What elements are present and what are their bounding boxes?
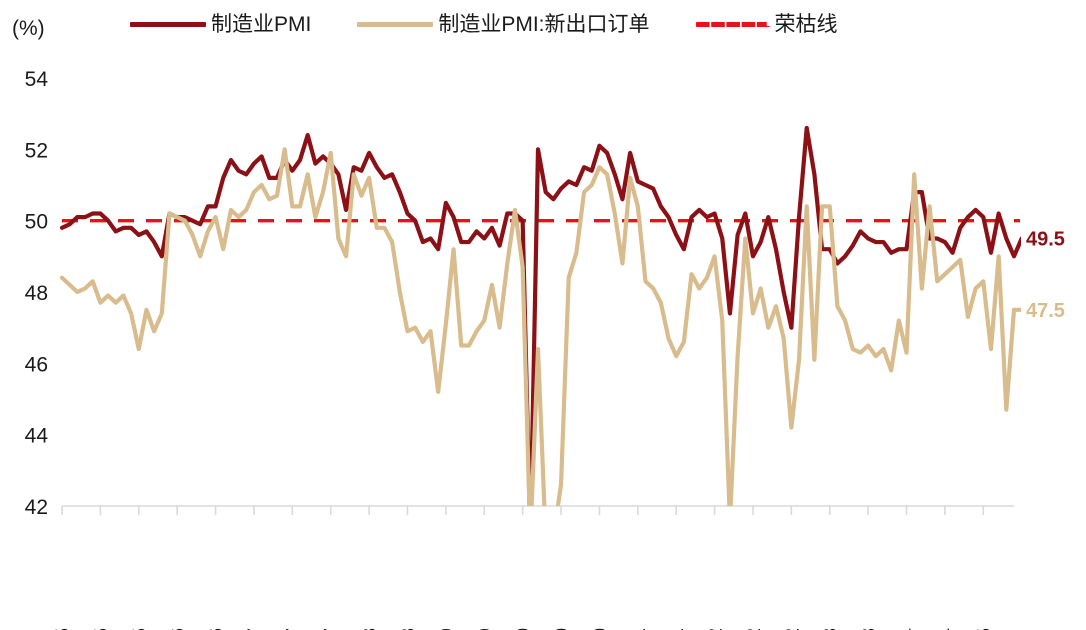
- plot-area: 54 52 50 48 46 44 42 Jan-15 Jun-15 Nov-15 Apr-16 S…: [0, 56, 1086, 630]
- x-tick-label-jun-20: Jun-20: [552, 628, 573, 630]
- x-tick-label-jan-25: Jan-25: [974, 628, 995, 630]
- x-tick-label-dec-17: Dec-17: [322, 628, 343, 630]
- plot-svg: 54 52 50 48 46 44 42 Jan-15 Jun-15 Nov-15 Apr-16 S…: [25, 68, 1065, 630]
- x-tick-label-feb-17: Feb-17: [245, 628, 266, 630]
- y-axis-tick-labels: 54 52 50 48 46 44 42: [25, 68, 49, 519]
- x-tick-label-aug-19: Aug-19: [475, 628, 496, 630]
- x-tick-label-jun-15: Jun-15: [91, 628, 112, 630]
- legend-item-threshold-line[interactable]: 荣枯线: [695, 13, 838, 36]
- x-tick-label-sep-21: Sep-21: [667, 628, 688, 630]
- x-tick-label-jan-15: Jan-15: [53, 628, 74, 630]
- x-tick-label-nov-15: Nov-15: [130, 628, 151, 630]
- x-tick-label-oct-23: Oct-23: [859, 628, 880, 630]
- x-axis-tick-labels: Jan-15 Jun-15 Nov-15 Apr-16 Sep-16 Feb-17 Jul-…: [53, 628, 995, 630]
- legend-label-threshold-line: 荣枯线: [774, 13, 838, 36]
- legend-swatch-manufacturing-pmi: [130, 22, 206, 27]
- legend-swatch-new-export-orders: [357, 22, 434, 27]
- y-tick-42: 42: [25, 496, 48, 519]
- series-line-manufacturing-pmi: [59, 125, 1021, 506]
- x-tick-label-mar-24: Mar-24: [898, 628, 919, 630]
- x-tick-label-apr-16: Apr-16: [168, 628, 189, 630]
- x-tick-label-may-18: May-18: [360, 628, 381, 630]
- series-end-labels: 49.5 47.5: [1026, 229, 1065, 322]
- y-tick-48: 48: [25, 282, 48, 305]
- x-tick-label-jul-17: Jul-17: [283, 628, 304, 630]
- data-series-lines: [59, 125, 1021, 506]
- y-tick-46: 46: [25, 353, 48, 376]
- legend-label-new-export-orders: 制造业PMI:新出口订单: [438, 13, 650, 36]
- x-tick-label-jul-22: Jul-22: [744, 628, 765, 630]
- legend-item-new-export-orders[interactable]: 制造业PMI:新出口订单: [357, 13, 650, 36]
- x-tick-label-sep-16: Sep-16: [207, 628, 228, 630]
- legend-swatch-threshold-line: [695, 22, 770, 27]
- x-tick-label-mar-19: Mar-19: [437, 628, 458, 630]
- export-end-value: 47.5: [1026, 300, 1065, 322]
- x-tick-label-may-23: May-23: [821, 628, 842, 630]
- pmi-end-value: 49.5: [1026, 229, 1065, 251]
- x-tick-label-oct-18: Oct-18: [398, 628, 419, 630]
- legend-item-manufacturing-pmi[interactable]: 制造业PMI: [130, 14, 311, 35]
- legend-label-manufacturing-pmi: 制造业PMI: [211, 13, 312, 36]
- chart-legend: (%) 制造业PMI 制造业PMI:新出口订单 荣枯线: [0, 0, 1086, 56]
- y-tick-50: 50: [25, 211, 48, 234]
- x-axis: [61, 505, 1014, 515]
- x-tick-label-apr-21: Apr-21: [629, 628, 650, 630]
- x-tick-label-aug-24: Aug-24: [936, 628, 957, 630]
- y-tick-54: 54: [25, 68, 49, 91]
- x-tick-label-feb-22: Feb-22: [706, 628, 727, 630]
- series-line-new-export-orders: [59, 147, 1021, 506]
- y-axis-unit-label: (%): [12, 17, 45, 40]
- y-tick-44: 44: [25, 425, 49, 448]
- x-tick-label-dec-22: Dec-22: [782, 628, 803, 630]
- x-tick-label-jan-20: Jan-20: [514, 628, 535, 630]
- y-tick-52: 52: [25, 139, 48, 162]
- x-tick-label-nov-20: Nov-20: [590, 628, 611, 630]
- legend-item-list: 制造业PMI 制造业PMI:新出口订单 荣枯线: [130, 14, 838, 35]
